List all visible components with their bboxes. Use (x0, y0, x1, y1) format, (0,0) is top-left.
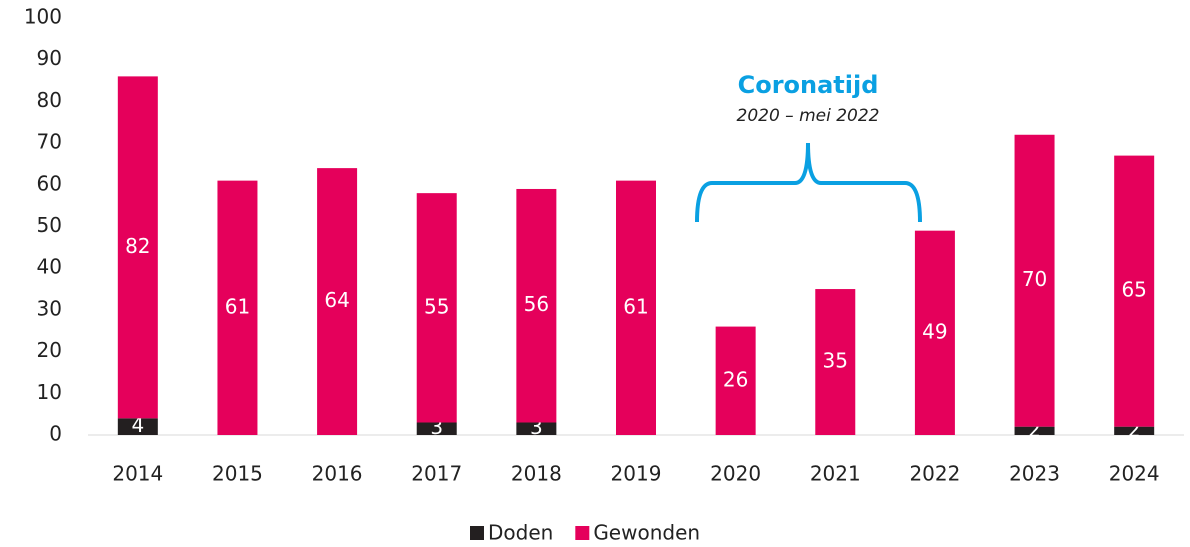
bar-segment (516, 422, 557, 435)
bar-segment (416, 422, 457, 435)
bar-segment (616, 180, 656, 435)
legend-label: Doden (488, 521, 553, 545)
x-tick-label: 2019 (611, 462, 662, 486)
x-tick-label: 2023 (1009, 462, 1060, 486)
y-tick-label: 60 (37, 171, 62, 195)
y-tick-label: 10 (37, 380, 62, 404)
bar-segment (815, 289, 856, 435)
bar-segment (1014, 134, 1055, 427)
bar-segment (117, 418, 158, 435)
x-tick-label: 2020 (710, 462, 761, 486)
x-tick-label: 2024 (1109, 462, 1160, 486)
bar-segment (715, 326, 756, 435)
annotation-title: Coronatijd (738, 71, 879, 99)
data-label: 82 (125, 234, 150, 258)
y-tick-label: 0 (49, 422, 62, 446)
y-tick-label: 90 (37, 46, 62, 70)
legend-label: Gewonden (593, 521, 700, 545)
bar-segment (1114, 155, 1155, 427)
x-tick-label: 2022 (909, 462, 960, 486)
x-tick-label: 2021 (810, 462, 861, 486)
x-tick-label: 2016 (312, 462, 363, 486)
data-label: 55 (424, 294, 449, 318)
legend-swatch (575, 526, 590, 540)
data-label: 61 (623, 294, 648, 318)
bar-segment (217, 180, 258, 435)
y-tick-label: 100 (24, 5, 62, 29)
y-tick-label: 70 (37, 130, 62, 154)
x-tick-label: 2015 (212, 462, 263, 486)
x-tick-label: 2018 (511, 462, 562, 486)
x-tick-label: 2017 (411, 462, 462, 486)
bar-segment (914, 230, 955, 435)
y-tick-label: 80 (37, 88, 62, 112)
data-label: 65 (1121, 278, 1146, 302)
bar-segment (416, 193, 457, 423)
data-label: 26 (723, 367, 748, 391)
y-tick-label: 40 (37, 255, 62, 279)
bar-segment (1014, 426, 1055, 435)
annotation-subtitle: 2020 – mei 2022 (737, 106, 880, 126)
y-tick-label: 50 (37, 213, 62, 237)
data-label: 64 (324, 288, 349, 312)
data-label: 49 (922, 319, 947, 343)
bar-segment (117, 76, 158, 419)
y-tick-label: 20 (37, 338, 62, 362)
data-label: 4 (131, 413, 144, 437)
bar-segment (1114, 426, 1155, 435)
bar-segment (516, 188, 557, 423)
data-label: 61 (225, 294, 250, 318)
legend-swatch (470, 526, 484, 540)
x-tick-label: 2014 (112, 462, 163, 486)
data-label: 56 (524, 292, 549, 316)
bar-segment (317, 168, 358, 435)
data-label: 70 (1022, 267, 1047, 291)
data-label: 35 (823, 349, 848, 373)
y-tick-label: 30 (37, 296, 62, 320)
brace (695, 142, 922, 223)
